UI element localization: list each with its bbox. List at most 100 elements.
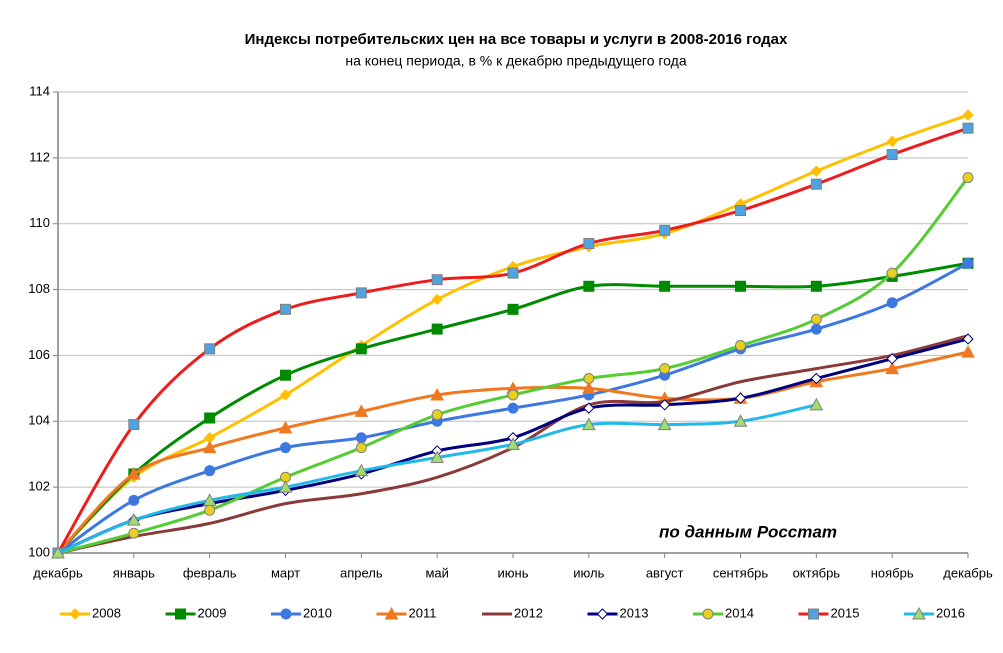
- series-line: [56, 126, 969, 554]
- marker: [354, 463, 369, 477]
- legend-label: 2009: [198, 605, 227, 620]
- x-tick-label: апрель: [340, 565, 383, 580]
- x-tick-label: май: [425, 565, 448, 580]
- marker: [702, 608, 714, 620]
- marker: [355, 287, 367, 299]
- y-tick-label: 100: [28, 544, 50, 559]
- marker: [204, 343, 216, 355]
- marker: [583, 372, 595, 384]
- marker: [126, 513, 141, 526]
- marker: [280, 369, 291, 381]
- marker: [734, 392, 747, 404]
- marker: [175, 608, 186, 620]
- marker: [431, 274, 443, 286]
- x-tick-label: август: [646, 565, 684, 580]
- marker: [69, 608, 81, 620]
- marker: [384, 606, 399, 620]
- marker: [962, 257, 974, 269]
- legend-label: 2010: [303, 605, 332, 620]
- marker: [355, 343, 367, 355]
- marker: [431, 323, 443, 335]
- marker: [430, 450, 445, 464]
- series: [52, 122, 974, 559]
- marker: [204, 465, 216, 477]
- marker: [886, 149, 898, 161]
- marker: [735, 280, 746, 292]
- x-tick-label: июнь: [498, 565, 529, 580]
- marker: [280, 608, 292, 620]
- marker: [886, 135, 898, 148]
- legend-label: 2015: [831, 605, 860, 620]
- x-tick-label: октябрь: [793, 565, 841, 580]
- x-tick-label: январь: [113, 565, 155, 580]
- marker: [809, 397, 824, 411]
- marker: [507, 402, 519, 414]
- marker: [659, 363, 671, 375]
- x-tick-label: сентябрь: [713, 565, 769, 580]
- marker: [280, 442, 291, 454]
- chart-subtitle: на конец периода, в % к декабрю предыдущ…: [345, 53, 686, 69]
- marker: [886, 267, 898, 279]
- legend-label: 2011: [409, 605, 437, 620]
- marker: [202, 440, 217, 454]
- series: [52, 172, 974, 559]
- marker: [810, 280, 822, 292]
- marker: [431, 409, 443, 421]
- marker: [128, 527, 140, 539]
- x-tick-label: март: [271, 565, 300, 580]
- marker: [886, 297, 898, 309]
- legend-label: 2014: [725, 605, 754, 620]
- marker: [962, 333, 974, 345]
- marker: [583, 402, 595, 414]
- marker: [583, 280, 595, 292]
- marker: [962, 172, 974, 184]
- marker: [280, 303, 291, 315]
- marker: [278, 480, 293, 493]
- legend-label: 2008: [92, 605, 121, 620]
- marker: [507, 389, 519, 401]
- marker: [659, 224, 671, 236]
- y-tick-label: 112: [29, 149, 50, 164]
- marker: [507, 267, 519, 279]
- series: [51, 397, 824, 559]
- marker: [507, 303, 519, 315]
- marker: [735, 205, 746, 217]
- marker: [128, 494, 140, 506]
- marker: [355, 442, 367, 454]
- marker: [128, 419, 140, 431]
- marker: [912, 606, 926, 620]
- marker: [126, 466, 141, 480]
- marker: [204, 504, 216, 516]
- legend-label: 2012: [514, 605, 543, 620]
- y-tick-label: 108: [28, 281, 50, 296]
- x-tick-label: декабрь: [33, 565, 83, 580]
- marker: [659, 280, 671, 292]
- marker: [355, 432, 367, 444]
- marker: [886, 353, 898, 365]
- y-tick-label: 104: [28, 413, 50, 428]
- y-tick-label: 114: [29, 83, 50, 98]
- marker: [657, 417, 672, 431]
- marker: [354, 404, 369, 417]
- marker: [51, 545, 65, 559]
- marker: [885, 361, 900, 375]
- marker: [506, 437, 520, 450]
- marker: [808, 608, 819, 620]
- marker: [279, 389, 292, 401]
- marker: [583, 237, 595, 249]
- x-tick-label: июль: [573, 565, 604, 580]
- marker: [202, 493, 217, 506]
- legend-label: 2016: [936, 605, 965, 620]
- x-tick-label: ноябрь: [871, 565, 914, 580]
- marker: [658, 399, 671, 411]
- marker: [810, 178, 822, 190]
- marker: [962, 122, 974, 134]
- marker: [810, 165, 823, 177]
- marker: [733, 414, 748, 427]
- marker: [430, 387, 445, 401]
- marker: [961, 345, 975, 358]
- y-tick-label: 102: [28, 479, 50, 494]
- marker: [810, 323, 822, 335]
- x-tick-label: февраль: [183, 565, 237, 580]
- marker: [581, 417, 596, 431]
